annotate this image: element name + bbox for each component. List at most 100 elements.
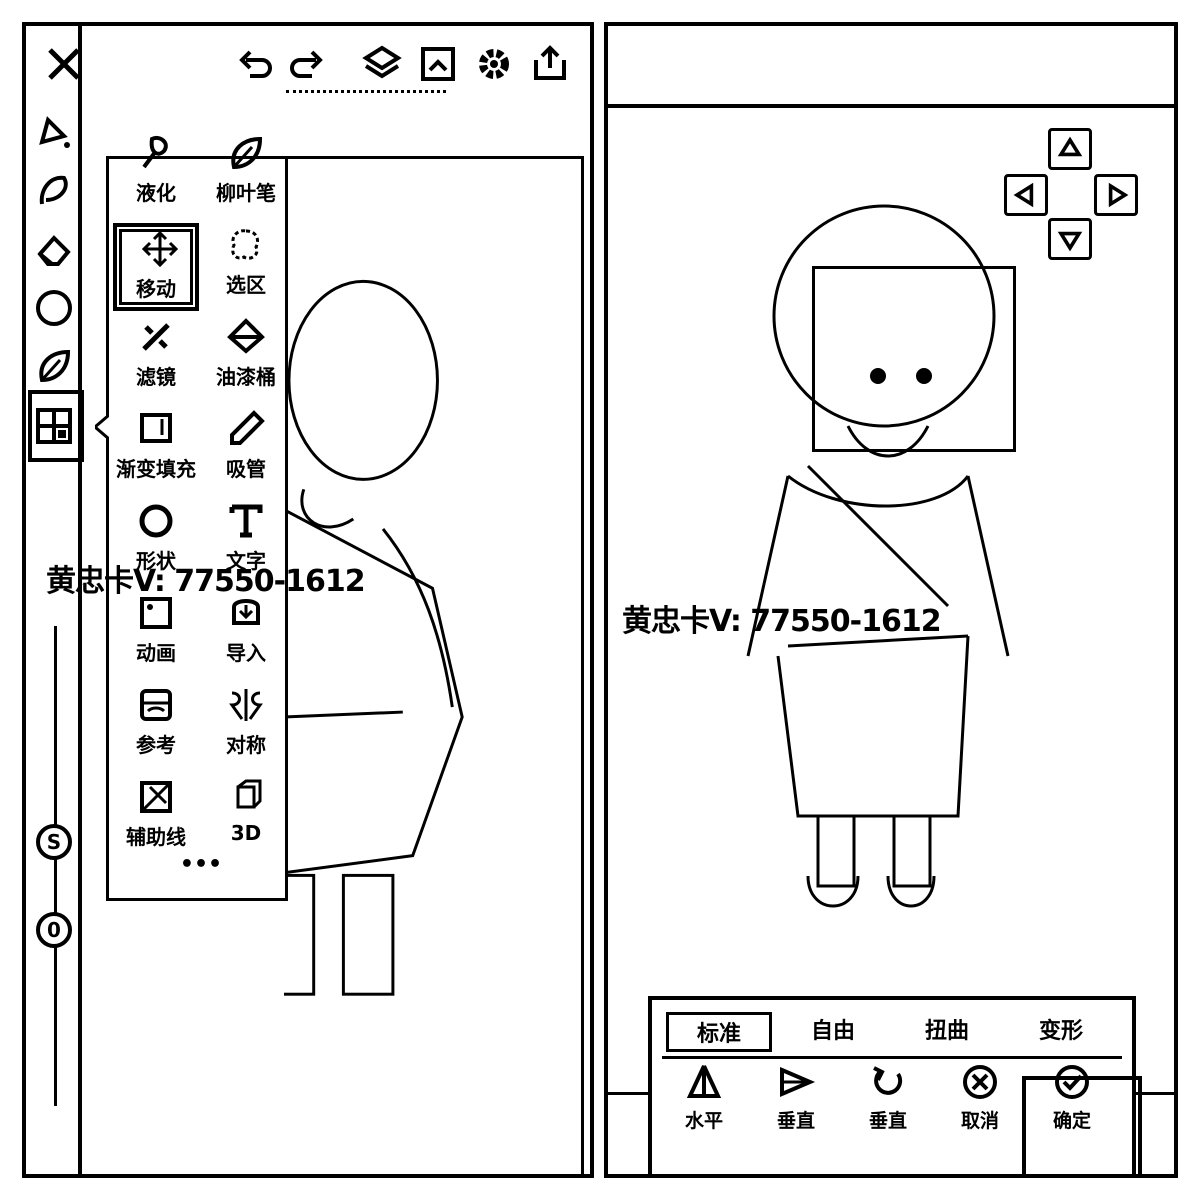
tool-label: 3D [230,821,262,845]
selection-icon [226,225,266,265]
transform-panel: 标准 自由 扭曲 变形水平 垂直 垂直 取消 确定 [648,996,1136,1174]
right-screenshot: 黄忠卡V: 77550-1612 标准 自由 扭曲 变形水平 垂直 垂直 取消 确定 [604,22,1178,1178]
undo-icon[interactable] [236,44,276,84]
nudge-left-button[interactable] [1004,174,1048,216]
close-icon[interactable] [44,44,84,84]
rotate-button[interactable]: 垂直 [850,1062,926,1140]
action-label: 取消 [960,1110,999,1132]
paint-bucket-icon [226,317,266,357]
watermark-text: 黄忠卡V: 77550-1612 [622,604,942,639]
svg-text:0: 0 [47,918,61,942]
tool-label: 油漆桶 [216,365,276,389]
tool-paint-bucket[interactable]: 油漆桶 [203,315,289,403]
flip-horizontal-icon [684,1062,724,1102]
tool-label: 文字 [226,549,266,573]
canvas-area[interactable] [252,156,584,1174]
tab-divider [662,1056,1122,1059]
more-tools-button[interactable]: ••• [179,852,223,877]
tool-label: 选区 [226,273,266,297]
cancel-button[interactable]: 取消 [942,1062,1018,1140]
grid-tools-icon[interactable] [34,406,74,446]
confirm-highlight-frame [1022,1076,1142,1174]
gallery-icon[interactable] [418,44,458,84]
tool-animation[interactable]: 动画 [113,591,199,679]
tab-transform-mode[interactable]: 扭曲 [924,1019,969,1044]
top-bar [608,26,1174,108]
tool-3d[interactable]: 3D [203,775,289,863]
left-screenshot: S 0 液化 柳叶笔移动 选区滤镜 油漆桶渐变填充 吸管形状 文字动画 导入参考 对称辅助线 3… [22,22,594,1178]
action-label: 垂直 [868,1110,907,1132]
tab-transform-mode[interactable]: 自由 [810,1019,855,1044]
nudge-right-button[interactable] [1094,174,1138,216]
rotate-icon [868,1062,908,1102]
tool-label: 形状 [136,549,176,573]
tool-label: 液化 [136,181,176,205]
smudge-icon[interactable] [34,170,74,210]
tool-text[interactable]: 文字 [203,499,289,587]
leaf-brush-icon[interactable] [34,346,74,386]
tool-label: 移动 [136,277,176,301]
color-circle-icon[interactable] [34,288,74,328]
tool-gradient[interactable]: 渐变填充 [113,407,199,495]
s-icon[interactable]: S [34,822,74,862]
action-label: 水平 [684,1110,723,1132]
reference-icon [136,685,176,725]
tool-leaf-pen[interactable]: 柳叶笔 [203,131,289,219]
character-drawing-right [746,204,1010,908]
action-label: 垂直 [776,1110,815,1132]
watermark-text: 黄忠卡V: 77550-1612 [46,564,366,599]
tool-symmetry[interactable]: 对称 [203,683,289,771]
action-label: 确定 [1052,1110,1091,1132]
tool-label: 渐变填充 [116,457,196,481]
tool-reference[interactable]: 参考 [113,683,199,771]
tab-transform-mode[interactable]: 标准 [666,1012,772,1052]
tool-label: 导入 [226,641,266,665]
rail-selected-frame [28,390,84,462]
tool-selection[interactable]: 选区 [203,223,289,311]
tab-transform-mode[interactable]: 变形 [1038,1019,1083,1044]
tool-label: 辅助线 [126,825,186,849]
popup-pointer [92,413,110,441]
nudge-up-button[interactable] [1048,128,1092,170]
svg-text:S: S [47,830,61,854]
confirm-button[interactable]: 确定 [1034,1062,1110,1140]
zero-icon[interactable]: 0 [34,910,74,950]
size-slider[interactable] [54,626,57,1106]
layers-icon[interactable] [362,44,402,84]
tool-guides[interactable]: 辅助线 [113,775,199,863]
symmetry-icon [226,685,266,725]
tool-move[interactable]: 移动 [113,223,199,311]
tool-label: 吸管 [226,457,266,481]
selection-bounding-box[interactable] [812,266,1016,452]
guides-icon [136,777,176,817]
import-icon [226,593,266,633]
left-toolbar-rail: S 0 [26,26,84,1174]
tool-label: 滤镜 [136,365,176,389]
nudge-down-button[interactable] [1048,218,1092,260]
tool-shape[interactable]: 形状 [113,499,199,587]
tool-label: 柳叶笔 [216,181,276,205]
redo-icon[interactable] [286,44,326,84]
tool-label: 动画 [136,641,176,665]
3d-icon [226,777,266,817]
export-icon[interactable] [530,44,570,84]
text-icon [226,501,266,541]
flip-vertical-icon [776,1062,816,1102]
animation-icon [136,593,176,633]
toolbar-divider [286,90,446,93]
tool-liquify[interactable]: 液化 [113,131,199,219]
tool-import[interactable]: 导入 [203,591,289,679]
gear-icon[interactable] [474,44,514,84]
eyedropper-icon [226,409,266,449]
filter-icon [136,317,176,357]
baseline-left [608,1092,648,1095]
tool-filter[interactable]: 滤镜 [113,315,199,403]
flip-vertical-button[interactable]: 垂直 [758,1062,834,1140]
tool-menu-popup: 液化 柳叶笔移动 选区滤镜 油漆桶渐变填充 吸管形状 文字动画 导入参考 对称辅助线 3D [92,136,289,901]
flip-horizontal-button[interactable]: 水平 [666,1062,742,1140]
baseline-right [1136,1092,1174,1095]
tool-eyedropper[interactable]: 吸管 [203,407,289,495]
confirm-icon [1052,1062,1092,1102]
eraser-icon[interactable] [34,230,74,270]
brush-icon[interactable] [34,112,74,152]
